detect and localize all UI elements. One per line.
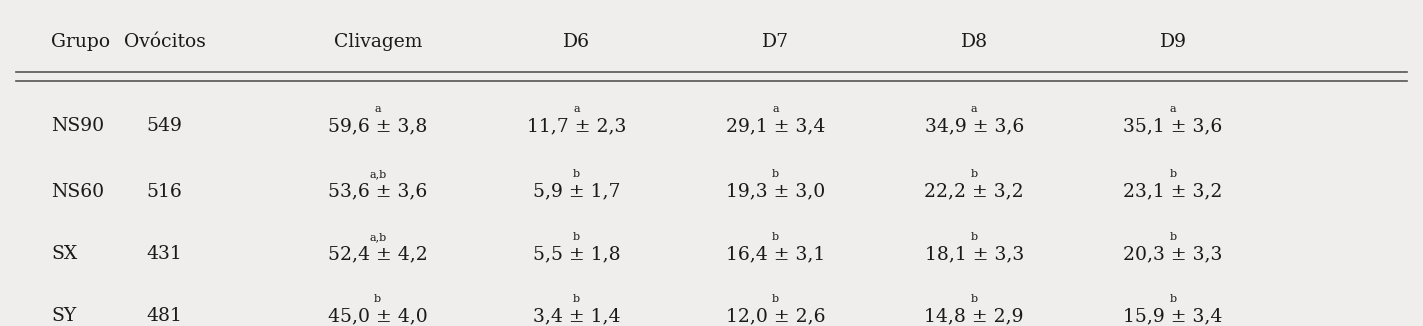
Text: 12,0 ± 2,6: 12,0 ± 2,6 (726, 307, 825, 325)
Text: b: b (1170, 294, 1177, 304)
Text: 3,4 ± 1,4: 3,4 ± 1,4 (532, 307, 620, 325)
Text: 22,2 ± 3,2: 22,2 ± 3,2 (925, 183, 1025, 200)
Text: 52,4 ± 4,2: 52,4 ± 4,2 (327, 245, 428, 263)
Text: b: b (771, 170, 778, 179)
Text: 11,7 ± 2,3: 11,7 ± 2,3 (527, 117, 626, 135)
Text: b: b (970, 294, 978, 304)
Text: 15,9 ± 3,4: 15,9 ± 3,4 (1123, 307, 1222, 325)
Text: b: b (771, 232, 778, 242)
Text: 59,6 ± 3,8: 59,6 ± 3,8 (329, 117, 427, 135)
Text: SX: SX (51, 245, 77, 263)
Text: 18,1 ± 3,3: 18,1 ± 3,3 (925, 245, 1025, 263)
Text: a: a (374, 104, 381, 114)
Text: b: b (1170, 170, 1177, 179)
Text: D7: D7 (761, 33, 788, 51)
Text: Ovócitos: Ovócitos (124, 33, 206, 51)
Text: 45,0 ± 4,0: 45,0 ± 4,0 (327, 307, 428, 325)
Text: b: b (771, 294, 778, 304)
Text: a: a (573, 104, 581, 114)
Text: 5,5 ± 1,8: 5,5 ± 1,8 (532, 245, 620, 263)
Text: b: b (573, 170, 581, 179)
Text: 35,1 ± 3,6: 35,1 ± 3,6 (1123, 117, 1222, 135)
Text: a: a (773, 104, 778, 114)
Text: a,b: a,b (369, 232, 387, 242)
Text: 431: 431 (147, 245, 182, 263)
Text: 14,8 ± 2,9: 14,8 ± 2,9 (925, 307, 1025, 325)
Text: Grupo: Grupo (51, 33, 110, 51)
Text: 549: 549 (147, 117, 182, 135)
Text: D6: D6 (564, 33, 591, 51)
Text: 5,9 ± 1,7: 5,9 ± 1,7 (532, 183, 620, 200)
Text: D9: D9 (1160, 33, 1187, 51)
Text: 20,3 ± 3,3: 20,3 ± 3,3 (1123, 245, 1222, 263)
Text: 481: 481 (147, 307, 182, 325)
Text: b: b (573, 294, 581, 304)
Text: a: a (970, 104, 978, 114)
Text: b: b (970, 232, 978, 242)
Text: 19,3 ± 3,0: 19,3 ± 3,0 (726, 183, 825, 200)
Text: b: b (573, 232, 581, 242)
Text: NS60: NS60 (51, 183, 104, 200)
Text: 16,4 ± 3,1: 16,4 ± 3,1 (726, 245, 825, 263)
Text: 29,1 ± 3,4: 29,1 ± 3,4 (726, 117, 825, 135)
Text: Clivagem: Clivagem (333, 33, 423, 51)
Text: b: b (970, 170, 978, 179)
Text: 516: 516 (147, 183, 182, 200)
Text: 34,9 ± 3,6: 34,9 ± 3,6 (925, 117, 1025, 135)
Text: b: b (374, 294, 381, 304)
Text: 53,6 ± 3,6: 53,6 ± 3,6 (329, 183, 427, 200)
Text: D8: D8 (961, 33, 988, 51)
Text: b: b (1170, 232, 1177, 242)
Text: a,b: a,b (369, 170, 387, 179)
Text: a: a (1170, 104, 1177, 114)
Text: 23,1 ± 3,2: 23,1 ± 3,2 (1123, 183, 1222, 200)
Text: NS90: NS90 (51, 117, 104, 135)
Text: SY: SY (51, 307, 77, 325)
